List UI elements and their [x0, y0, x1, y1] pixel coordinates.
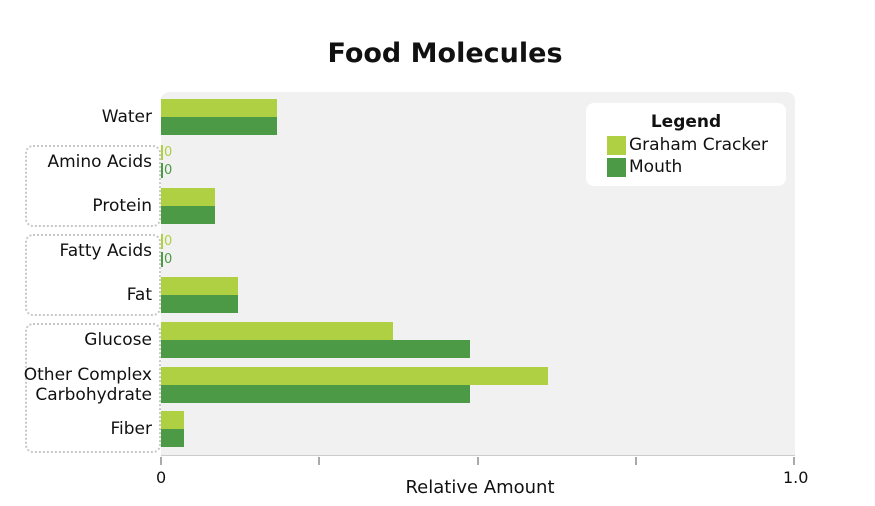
x-tick — [634, 457, 637, 465]
x-axis-label: Relative Amount — [405, 477, 555, 498]
bar-mouth — [161, 340, 470, 358]
bar-mouth — [161, 384, 470, 403]
category-label: Amino Acids — [47, 151, 152, 172]
group-box-carbohydrate — [25, 323, 161, 453]
data-label: 0 — [164, 233, 173, 249]
zero-bar — [161, 233, 163, 249]
zero-bar — [161, 162, 163, 178]
legend-item-graham-cracker: Graham Cracker — [607, 135, 768, 155]
x-tick — [476, 457, 479, 465]
legend-item-mouth: Mouth — [607, 157, 682, 177]
x-tick — [318, 457, 321, 465]
bar-mouth — [161, 429, 184, 448]
x-tick — [160, 457, 162, 465]
bar-graham-cracker — [161, 188, 215, 207]
data-label: 0 — [164, 251, 173, 267]
bar-graham-cracker — [161, 411, 184, 430]
bar-graham-cracker — [161, 277, 239, 296]
zero-bar — [161, 251, 163, 267]
x-tick-label: 1.0 — [783, 468, 809, 487]
category-label: Other Complex Carbohydrate — [23, 364, 152, 405]
x-axis — [161, 455, 795, 456]
legend: Legend Graham Cracker Mouth — [586, 103, 786, 186]
x-tick — [793, 457, 795, 465]
legend-label: Graham Cracker — [629, 135, 769, 155]
legend-swatch — [607, 135, 626, 155]
bar-graham-cracker — [161, 322, 394, 340]
category-label: Glucose — [84, 330, 152, 350]
zero-bar — [161, 144, 163, 160]
bar-mouth — [161, 117, 277, 135]
legend-swatch — [607, 157, 626, 177]
data-label: 0 — [164, 162, 173, 178]
legend-label: Mouth — [629, 157, 683, 177]
bar-graham-cracker — [161, 99, 277, 117]
category-label: Protein — [92, 196, 152, 217]
bar-mouth — [161, 295, 239, 314]
legend-title: Legend — [650, 112, 722, 132]
group-box-fat — [25, 234, 161, 316]
data-label: 0 — [164, 144, 173, 160]
category-label: Fiber — [110, 419, 152, 440]
x-tick-label: 0 — [156, 468, 167, 487]
chart-title: Food Molecules — [327, 38, 563, 69]
bar-graham-cracker — [161, 366, 548, 385]
category-label: Fat — [126, 285, 152, 306]
bar-mouth — [161, 206, 215, 225]
group-box-protein — [25, 145, 161, 227]
category-label: Fatty Acids — [59, 240, 152, 261]
category-label: Water — [101, 107, 152, 127]
